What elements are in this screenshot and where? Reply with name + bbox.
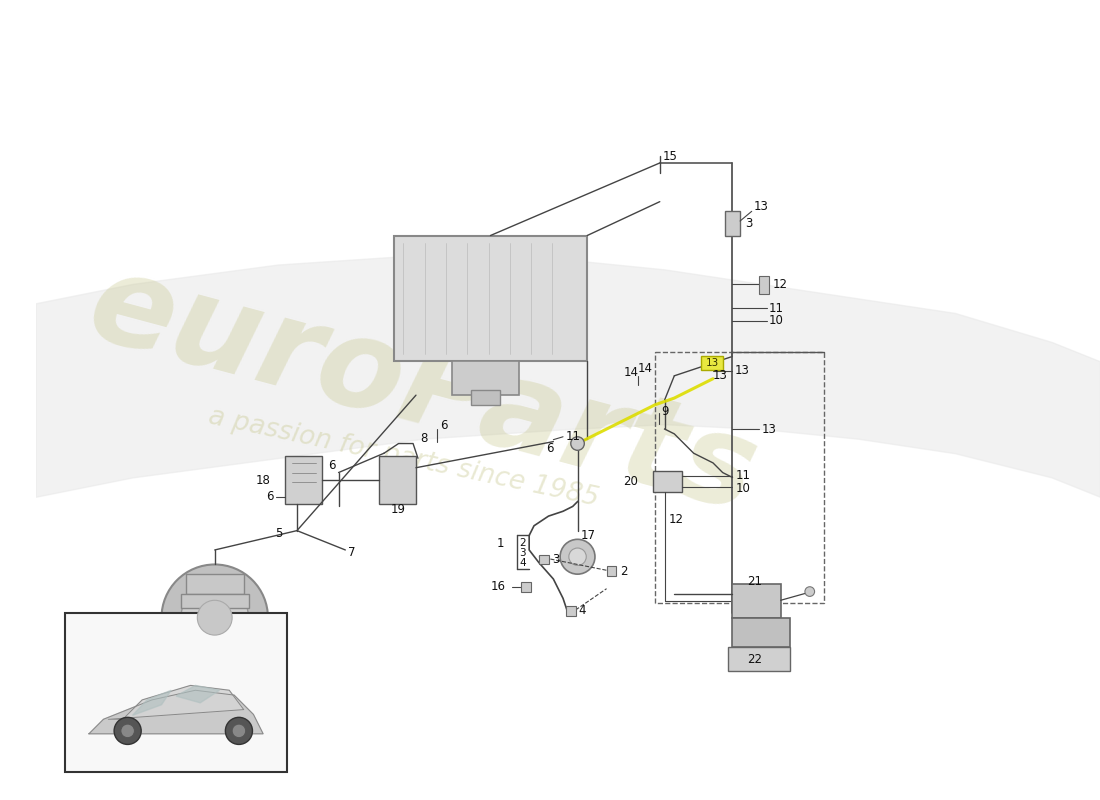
Bar — [471, 390, 501, 405]
Circle shape — [569, 548, 586, 566]
Polygon shape — [176, 686, 220, 703]
Text: 13: 13 — [761, 422, 777, 435]
Circle shape — [180, 584, 249, 651]
Text: 12: 12 — [669, 514, 683, 526]
Bar — [180, 594, 249, 608]
Text: 11: 11 — [565, 430, 581, 443]
Text: 19: 19 — [392, 503, 406, 516]
Bar — [654, 352, 824, 603]
Bar — [727, 646, 791, 671]
Text: 13: 13 — [754, 200, 769, 213]
Text: 11: 11 — [735, 469, 750, 482]
Bar — [733, 584, 781, 618]
Text: 5: 5 — [275, 527, 283, 540]
Text: a passion for parts since 1985: a passion for parts since 1985 — [206, 404, 601, 512]
Text: 20: 20 — [623, 474, 638, 488]
Bar — [285, 456, 322, 505]
Bar — [452, 362, 519, 395]
Text: 17: 17 — [581, 529, 595, 542]
Bar — [733, 618, 791, 646]
Text: 9: 9 — [662, 405, 669, 418]
Circle shape — [197, 600, 232, 635]
Polygon shape — [89, 690, 263, 734]
Circle shape — [121, 724, 134, 738]
Text: 8: 8 — [420, 432, 427, 446]
Bar — [379, 456, 416, 505]
Text: 13: 13 — [735, 365, 749, 378]
Bar — [606, 566, 616, 576]
Text: 2: 2 — [620, 565, 628, 578]
Text: 16: 16 — [491, 580, 506, 594]
Text: 14: 14 — [624, 366, 639, 379]
Text: 4: 4 — [519, 558, 526, 567]
Text: 1: 1 — [496, 537, 504, 550]
Bar — [565, 606, 575, 616]
Bar — [759, 276, 769, 294]
Text: 3: 3 — [519, 548, 526, 558]
Circle shape — [232, 724, 245, 738]
Text: 12: 12 — [773, 278, 788, 291]
Circle shape — [571, 437, 584, 450]
Text: 18: 18 — [256, 474, 271, 487]
Text: 14: 14 — [638, 362, 652, 374]
Bar — [725, 211, 740, 235]
Text: 15: 15 — [662, 150, 678, 162]
Text: 13: 13 — [713, 370, 728, 382]
Bar — [394, 235, 587, 362]
Bar — [539, 555, 549, 565]
Text: 3: 3 — [745, 218, 752, 230]
Bar — [653, 470, 682, 492]
Text: 13: 13 — [705, 358, 718, 368]
Text: 6: 6 — [440, 418, 448, 432]
Text: 10: 10 — [735, 482, 750, 494]
Text: 22: 22 — [747, 653, 762, 666]
Text: 2: 2 — [519, 538, 526, 548]
Text: 11: 11 — [769, 302, 784, 314]
Bar — [702, 357, 723, 370]
Circle shape — [560, 539, 595, 574]
Text: euroParts: euroParts — [76, 243, 769, 538]
Circle shape — [114, 718, 141, 745]
Bar — [186, 574, 244, 594]
Polygon shape — [108, 686, 244, 719]
Text: 4: 4 — [579, 605, 586, 618]
Circle shape — [805, 586, 815, 597]
Text: 6: 6 — [546, 442, 553, 455]
Text: 6: 6 — [328, 459, 336, 472]
Text: 21: 21 — [747, 575, 762, 588]
Circle shape — [226, 718, 253, 745]
Text: 7: 7 — [349, 546, 355, 559]
Bar — [521, 582, 531, 591]
Polygon shape — [132, 690, 172, 715]
Bar — [65, 613, 287, 773]
Text: 10: 10 — [769, 314, 784, 327]
Text: 3: 3 — [552, 553, 560, 566]
Text: 6: 6 — [266, 490, 274, 503]
Circle shape — [162, 565, 268, 671]
